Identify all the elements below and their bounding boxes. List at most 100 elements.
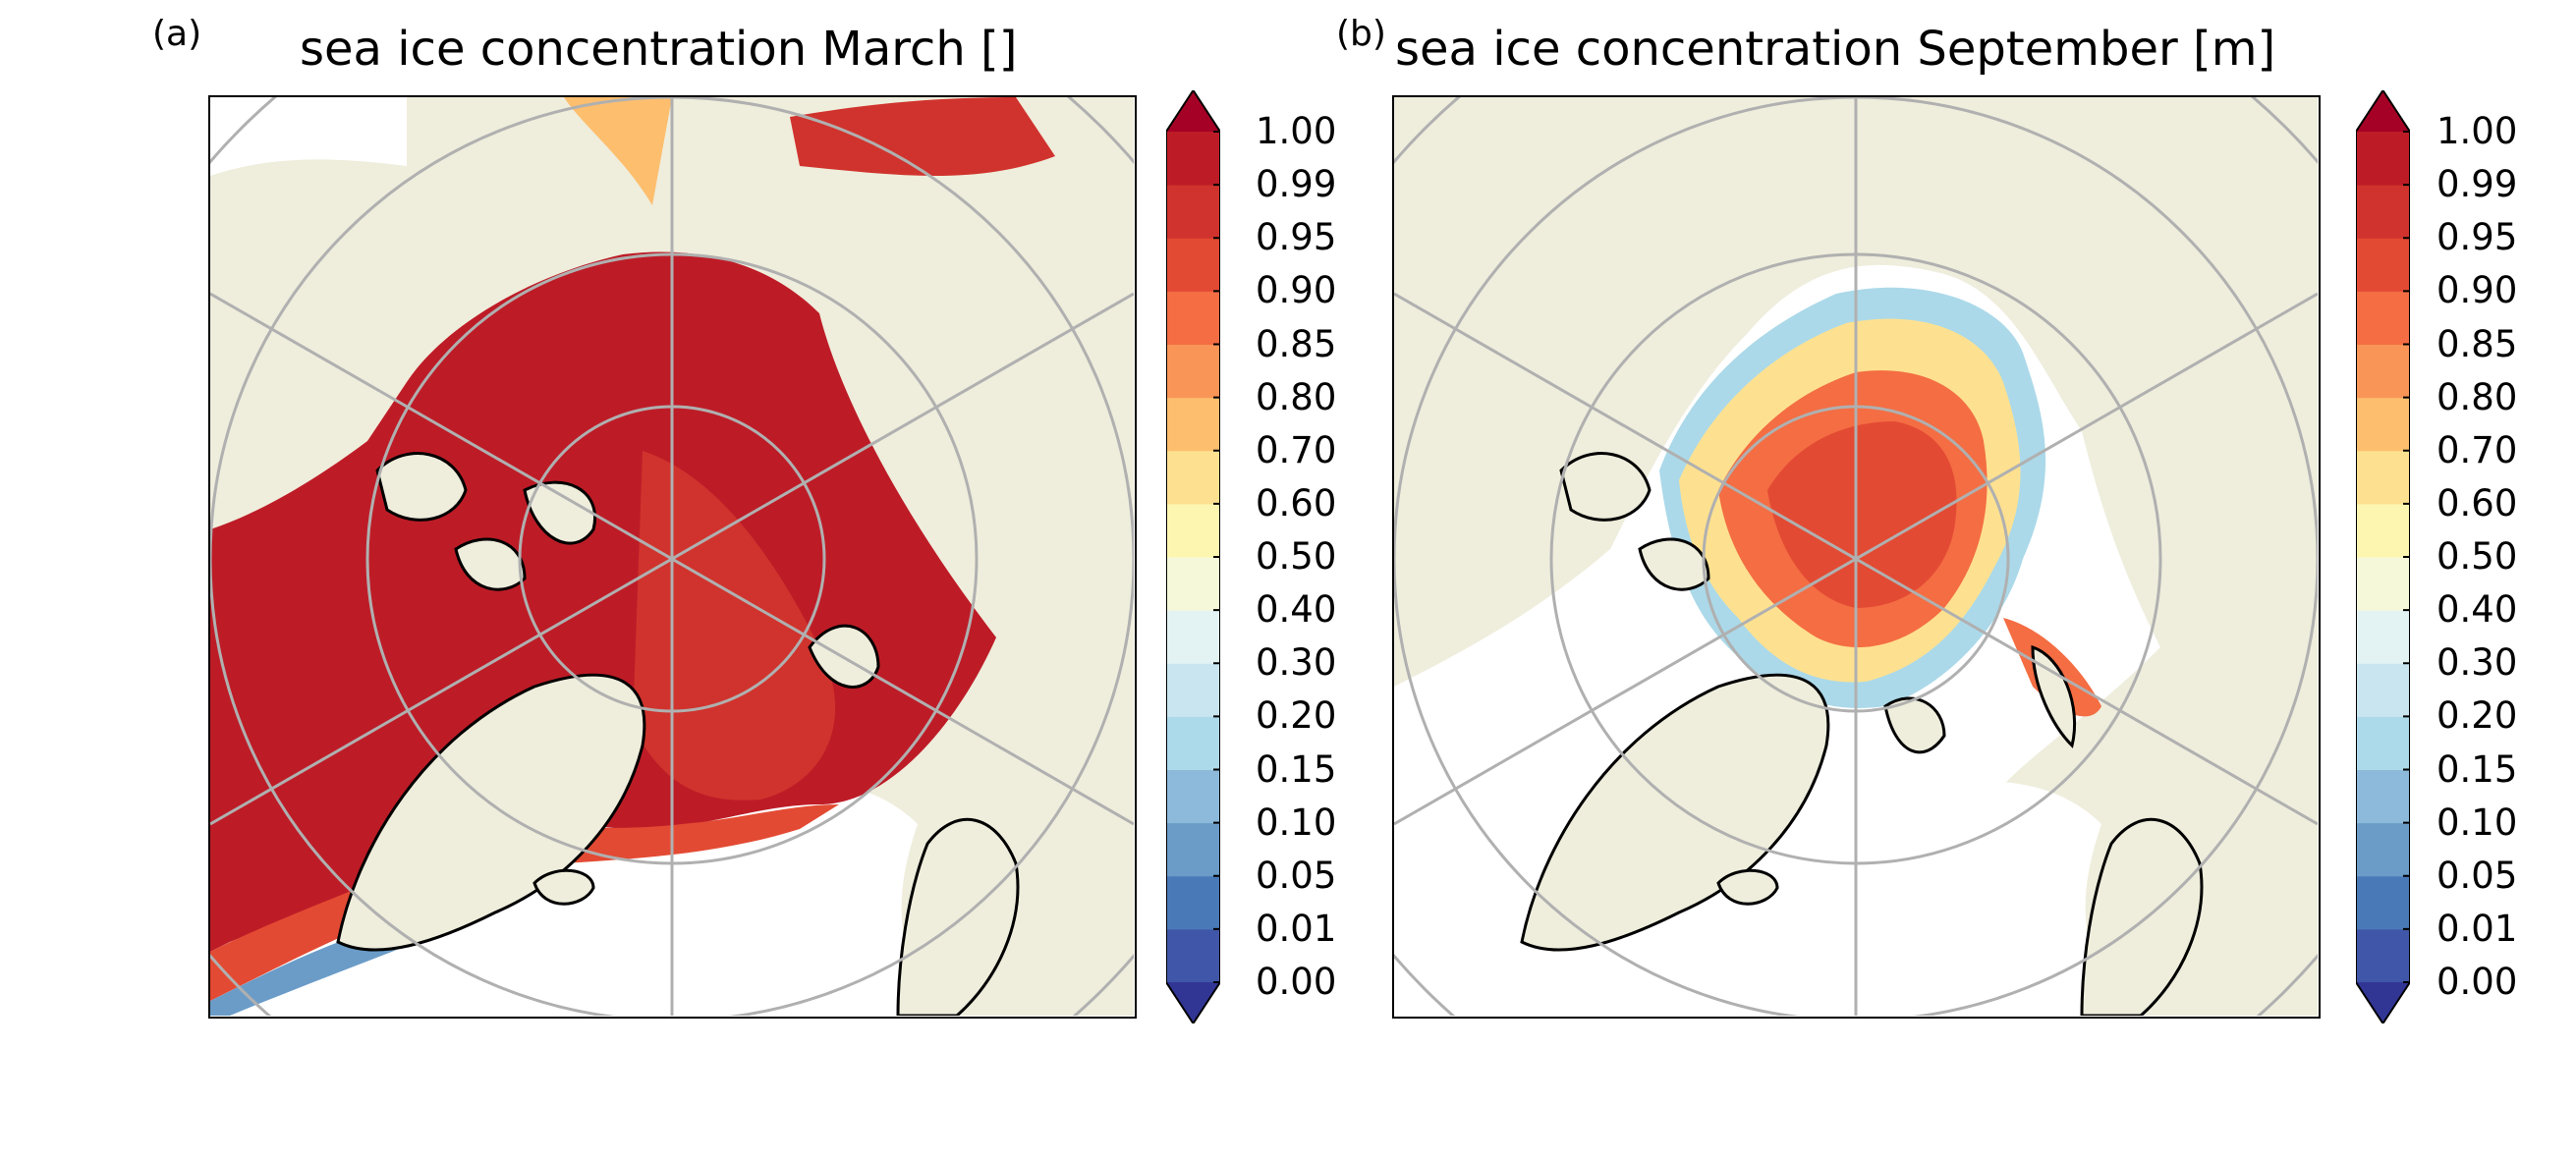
colorbar-extend-high — [2356, 90, 2410, 132]
colorbar-tick-label: 0.40 — [2436, 588, 2518, 632]
colorbar-tick-label: 0.85 — [2436, 322, 2518, 365]
colorbar-tick-label: 0.40 — [1256, 588, 1337, 632]
map-march — [208, 95, 1137, 1019]
colorbar-tick-label: 0.80 — [1256, 375, 1337, 418]
colorbar-segment — [1166, 238, 1220, 292]
colorbar-tick-label: 0.99 — [1256, 163, 1337, 206]
colorbar-segment — [1166, 397, 1220, 452]
colorbar-segment — [2356, 185, 2410, 239]
panel-letter: (b) — [1336, 14, 1386, 54]
colorbar-segment — [1166, 557, 1220, 611]
colorbar-segment — [2356, 769, 2410, 824]
island — [1883, 696, 1946, 754]
colorbar-tick-label: 0.01 — [2436, 907, 2518, 950]
sea-ice-barents — [633, 451, 836, 801]
colorbar-tick-label: 1.00 — [2436, 110, 2518, 152]
panel-september: (b) sea ice concentration September [m] — [1189, 0, 2517, 1160]
colorbar-tick-label: 0.60 — [1256, 481, 1337, 525]
island — [454, 537, 527, 591]
colorbar-segment — [2356, 132, 2410, 186]
colorbar-segment — [1166, 875, 1220, 930]
colorbar-tick-label: 0.05 — [2436, 854, 2518, 897]
colorbar-extend-low — [2356, 982, 2410, 1023]
colorbar-segment — [2356, 450, 2410, 505]
colorbar-tick-label: 1.00 — [1256, 110, 1337, 152]
colorbar-segment — [2356, 557, 2410, 611]
colorbar-tick-label: 0.15 — [2436, 747, 2518, 791]
colorbar-tick-label: 0.85 — [1256, 322, 1337, 365]
greenland — [336, 673, 646, 952]
panel-march: (a) sea ice concentration March [] — [0, 0, 1336, 1160]
colorbar-segment — [1166, 716, 1220, 770]
colorbar-segment — [2356, 663, 2410, 717]
colorbar-segment — [2356, 397, 2410, 452]
colorbar-tick-label: 0.10 — [1256, 801, 1337, 844]
colorbar-segment — [2356, 928, 2410, 983]
colorbar-tick-label: 0.50 — [1256, 535, 1337, 578]
colorbar-segment — [1166, 291, 1220, 345]
colorbar-segment — [1166, 503, 1220, 558]
open-ocean-pacific — [210, 97, 407, 176]
panel-letter: (a) — [152, 14, 202, 54]
colorbar-segment — [1166, 185, 1220, 239]
colorbar-tick-label: 0.95 — [2436, 216, 2518, 259]
colorbar-segment — [2356, 822, 2410, 877]
colorbar-tick-label: 0.95 — [1256, 216, 1337, 259]
colorbar-tick-label: 0.00 — [2436, 961, 2518, 1003]
colorbar-segment — [1166, 663, 1220, 717]
colorbar-tick-label: 0.30 — [2436, 641, 2518, 685]
colorbar-extend-high — [1166, 90, 1220, 132]
colorbar-tick-label: 0.30 — [1256, 641, 1337, 685]
greenland — [1520, 673, 1830, 952]
island — [2031, 644, 2077, 748]
colorbar-tick-label: 0.80 — [2436, 375, 2518, 418]
colorbar-tick-label: 0.90 — [1256, 269, 1337, 312]
colorbar-segment — [2356, 238, 2410, 292]
colorbar-tick-label: 0.60 — [2436, 481, 2518, 525]
colorbar-segment — [2356, 344, 2410, 399]
colorbar-september — [2356, 90, 2410, 1023]
colorbar-labels-march: 1.00 0.99 0.95 0.90 0.85 0.80 0.70 0.60 0.50 0.40… — [1256, 90, 1452, 1023]
sea-ice-edge — [210, 804, 839, 1001]
colorbar-tick-label: 0.70 — [1256, 428, 1337, 471]
colorbar-tick-label: 0.10 — [2436, 801, 2518, 844]
colorbar-segment — [1166, 928, 1220, 983]
colorbar-tick-label: 0.90 — [2436, 269, 2518, 312]
colorbar-segment — [1166, 344, 1220, 399]
island — [523, 480, 596, 545]
colorbar-segment — [1166, 610, 1220, 664]
panel-title: sea ice concentration September [m] — [1395, 22, 2276, 77]
colorbar-tick-label: 0.00 — [1256, 961, 1337, 1003]
iceland — [532, 868, 595, 906]
colorbar-tick-label: 0.05 — [1256, 854, 1337, 897]
scandinavia — [2080, 817, 2204, 1016]
sea-ice-bering — [564, 97, 672, 205]
island — [1559, 452, 1652, 522]
map-svg — [1394, 97, 2318, 1016]
colorbar-segment — [2356, 503, 2410, 558]
colorbar-segment — [1166, 132, 1220, 186]
colorbar-segment — [1166, 822, 1220, 877]
graticule — [1394, 97, 2318, 1016]
colorbar-segment — [2356, 716, 2410, 770]
colorbar-extend-low — [1166, 982, 1220, 1023]
colorbar-tick-label: 0.20 — [1256, 694, 1337, 738]
map-september — [1392, 95, 2321, 1019]
panel-title: sea ice concentration March [] — [300, 22, 1018, 77]
colorbar-tick-label: 0.70 — [2436, 428, 2518, 471]
map-svg — [210, 97, 1134, 1016]
sea-ice-okhotsk — [790, 97, 1055, 176]
iceland — [1716, 868, 1779, 906]
island — [375, 452, 468, 522]
colorbar-tick-label: 0.50 — [2436, 535, 2518, 578]
colorbar-march — [1166, 90, 1220, 1023]
colorbar-segment — [2356, 291, 2410, 345]
colorbar-tick-label: 0.99 — [2436, 163, 2518, 206]
colorbar-tick-label: 0.15 — [1256, 747, 1337, 791]
sea-ice-core — [1767, 421, 1957, 608]
scandinavia — [896, 817, 1020, 1016]
colorbar-segment — [1166, 769, 1220, 824]
colorbar-segment — [2356, 875, 2410, 930]
colorbar-labels-september: 1.00 0.99 0.95 0.90 0.85 0.80 0.70 0.60 0.50 0.40… — [2436, 90, 2576, 1023]
colorbar-tick-label: 0.01 — [1256, 907, 1337, 950]
